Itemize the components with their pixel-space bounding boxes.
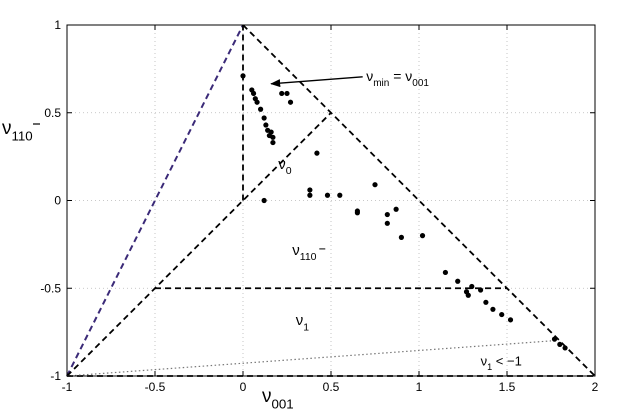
data-point [250, 90, 257, 97]
region-labels: ν0 ν110 ν1 ν1 < −1 [278, 156, 522, 372]
y-tick-label: 0 [54, 194, 61, 208]
data-point [307, 192, 313, 198]
x-axis-title: ν001 [262, 386, 294, 412]
data-point [478, 287, 484, 293]
data-point [398, 234, 404, 240]
y-tick-label: 1 [54, 18, 61, 32]
data-point [507, 317, 514, 323]
x-tick-label: -1 [62, 380, 73, 394]
data-point [284, 90, 290, 97]
data-point [268, 129, 274, 135]
data-point [499, 311, 505, 318]
boundary-line-dashed-purple [66, 24, 244, 377]
plot-frame [66, 24, 596, 377]
y-tick-label: 0.5 [44, 106, 61, 120]
data-point [254, 99, 260, 105]
data-point [465, 292, 471, 298]
data-points [240, 73, 568, 351]
data-point [240, 73, 246, 79]
region-label-nu1-lt: ν1 < −1 [481, 353, 522, 372]
region-label-nu0: ν0 [278, 156, 292, 177]
axis-titles: ν001 ν110 [2, 118, 294, 412]
data-point [270, 134, 276, 140]
data-point [270, 139, 276, 146]
data-point [562, 345, 568, 351]
data-point [393, 206, 399, 212]
data-point [557, 341, 563, 348]
region-label-nu1: ν1 [296, 312, 310, 333]
data-point [307, 187, 313, 193]
y-tick-label: -0.5 [40, 281, 61, 295]
data-point [419, 233, 426, 239]
data-point [442, 269, 448, 276]
annotation-arrow [270, 76, 363, 88]
y-tick-label: -1 [50, 369, 61, 383]
annotation-label: νmin = ν001 [366, 68, 429, 89]
data-point [490, 306, 496, 312]
boundary-line-dotted [66, 340, 552, 377]
data-point [469, 283, 475, 290]
region-label-nu110: ν110 [292, 242, 316, 263]
x-tick-label: 1.5 [499, 380, 516, 394]
x-tick-label: 0 [240, 380, 247, 394]
data-point [372, 182, 378, 188]
tick-labels: -1 -0.5 0 0.5 1 1.5 2 -1 -0.5 0 0.5 1 [40, 18, 598, 394]
data-point [314, 150, 320, 156]
data-point [455, 278, 461, 284]
data-point [384, 211, 390, 218]
x-tick-label: 2 [592, 380, 599, 394]
data-point [261, 197, 267, 204]
y-axis-title: ν110 [2, 118, 33, 144]
boundary-line-dashed [242, 24, 596, 377]
data-point [261, 115, 267, 121]
x-tick-label: 1 [416, 380, 423, 394]
boundary-line-dashed [66, 112, 332, 377]
data-point [551, 336, 558, 342]
annotation-group: νmin = ν001 [270, 68, 429, 89]
data-point [384, 220, 390, 226]
data-point [279, 90, 285, 97]
x-tick-label: -0.5 [145, 380, 166, 394]
data-point [258, 106, 264, 112]
data-point [324, 192, 331, 198]
data-point [263, 122, 269, 128]
data-point [483, 299, 489, 305]
x-tick-label: 0.5 [323, 380, 340, 394]
data-point [354, 210, 360, 216]
data-point [337, 192, 343, 198]
data-point [287, 99, 294, 105]
grid [67, 25, 595, 376]
